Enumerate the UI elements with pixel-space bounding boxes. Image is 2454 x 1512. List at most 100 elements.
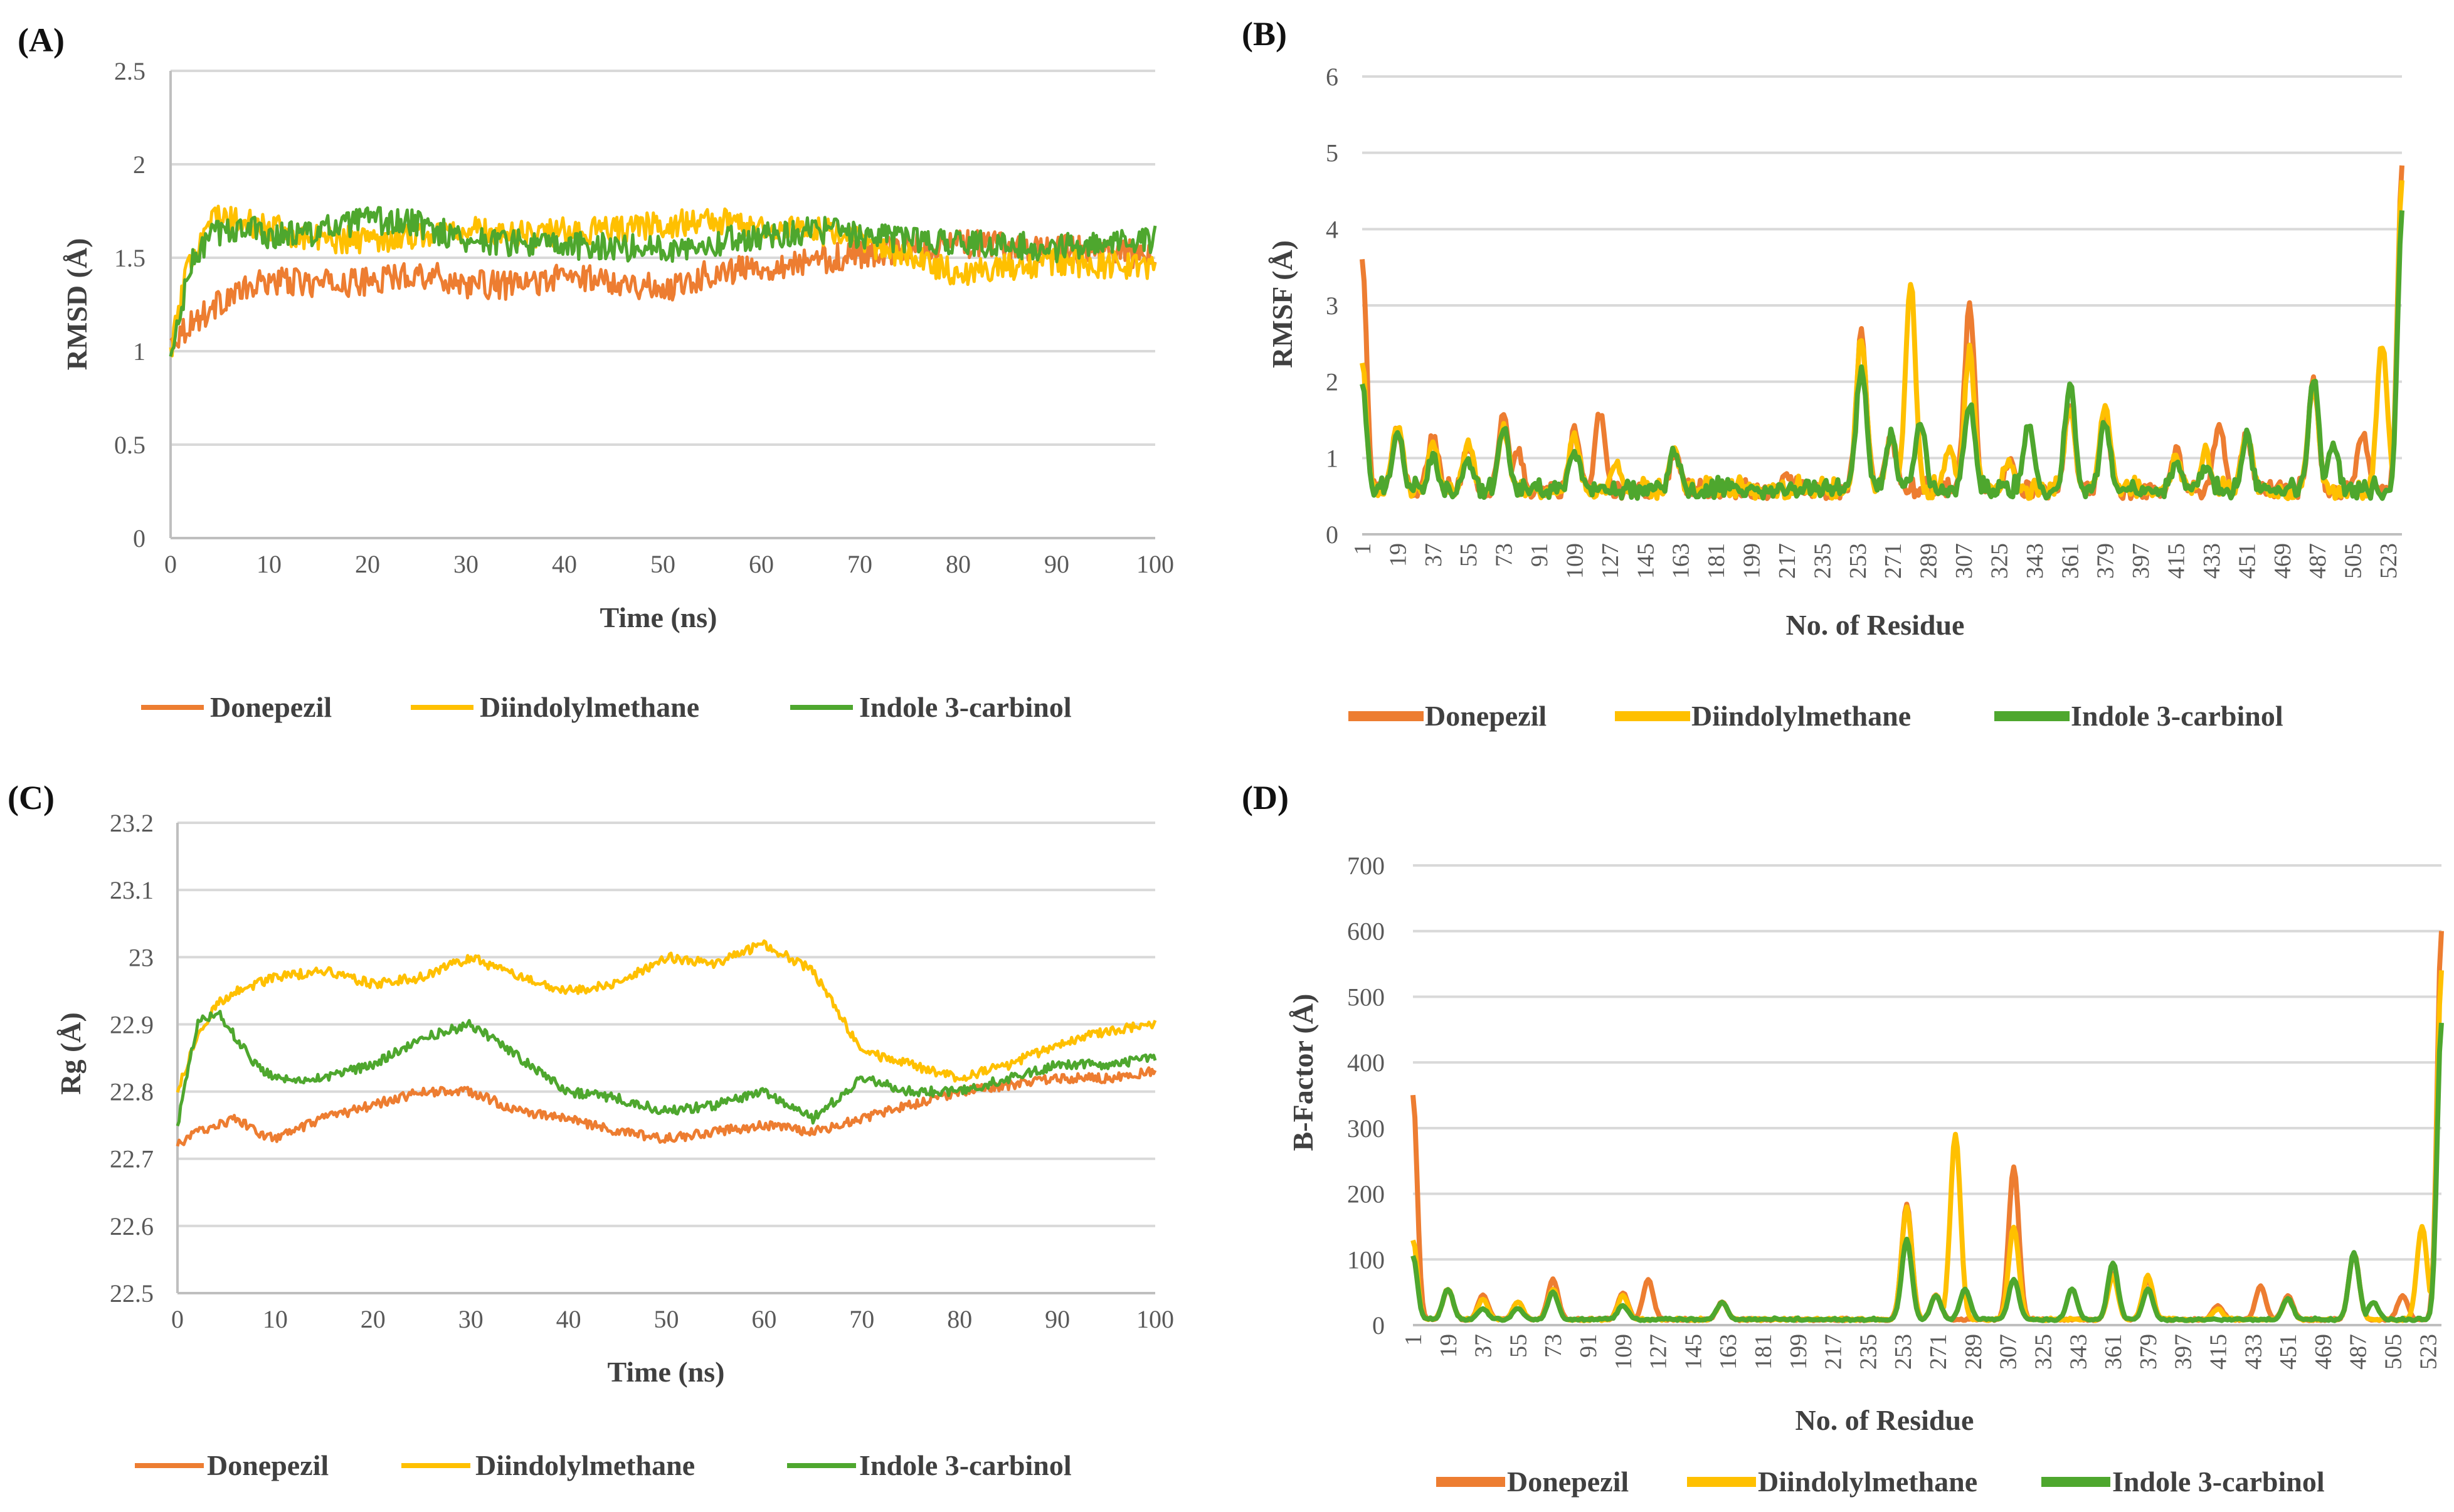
x-tick-label: 379 (2135, 1334, 2162, 1370)
panel-d-x-axis-title: No. of Residue (1796, 1404, 1974, 1436)
x-tick-label: 73 (1491, 543, 1518, 567)
x-tick-label: 55 (1456, 543, 1482, 567)
x-tick-label: 199 (1739, 543, 1765, 579)
x-tick-label: 91 (1526, 543, 1553, 567)
panel-c-y-axis-title: Rg (Å) (55, 1012, 87, 1095)
x-tick-label: 181 (1703, 543, 1730, 579)
y-tick-label: 2 (133, 151, 145, 179)
x-tick-label: 1 (1400, 1334, 1427, 1346)
series-line-diindolylmethane (176, 939, 1157, 1093)
y-tick-label: 1.5 (114, 244, 145, 272)
x-tick-label: 325 (2030, 1334, 2056, 1370)
x-tick-label: 289 (1960, 1334, 1987, 1370)
panel-d-y-axis-title: B-Factor (Å) (1287, 994, 1319, 1151)
x-tick-label: 0 (164, 550, 177, 578)
x-tick-label: 235 (1809, 543, 1836, 579)
x-tick-label: 253 (1890, 1334, 1917, 1370)
x-tick-label: 40 (552, 550, 577, 578)
panel-c-legend-indole3carbinol: Indole 3-carbinol (859, 1449, 1072, 1481)
x-tick-label: 70 (847, 550, 872, 578)
series-line-indole3carbinol (1360, 210, 2404, 501)
x-tick-label: 271 (1925, 1334, 1952, 1370)
x-tick-label: 37 (1420, 543, 1447, 567)
x-tick-label: 487 (2305, 543, 2331, 579)
panel-c-legend-donepezil: Donepezil (207, 1449, 329, 1481)
x-tick-label: 60 (749, 550, 774, 578)
y-tick-label: 1 (133, 337, 145, 366)
x-tick-label: 19 (1385, 543, 1411, 567)
panel-b-label: (B) (1242, 15, 1287, 53)
x-tick-label: 60 (751, 1305, 776, 1333)
x-tick-label: 397 (2171, 1334, 2197, 1370)
y-tick-label: 3 (1326, 292, 1338, 320)
x-tick-label: 163 (1715, 1334, 1742, 1370)
y-tick-label: 0.5 (114, 431, 145, 459)
panel-a-x-axis-title: Time (ns) (600, 601, 717, 633)
x-tick-label: 127 (1646, 1334, 1672, 1370)
series-line-diindolylmethane (169, 204, 1157, 357)
x-tick-label: 289 (1916, 543, 1942, 579)
series-line-indole3carbinol (176, 1010, 1157, 1127)
y-tick-label: 2 (1326, 368, 1338, 396)
x-tick-label: 20 (355, 550, 380, 578)
y-tick-label: 23 (129, 943, 154, 971)
x-tick-label: 181 (1750, 1334, 1777, 1370)
x-tick-label: 20 (361, 1305, 386, 1333)
x-tick-label: 50 (654, 1305, 679, 1333)
x-tick-label: 145 (1632, 543, 1659, 579)
x-tick-label: 199 (1785, 1334, 1812, 1370)
x-tick-label: 163 (1668, 543, 1695, 579)
x-tick-label: 271 (1880, 543, 1907, 579)
x-tick-label: 397 (2128, 543, 2154, 579)
y-tick-label: 1 (1326, 444, 1338, 472)
y-tick-label: 0 (1372, 1311, 1385, 1340)
y-tick-label: 23.1 (110, 876, 154, 904)
x-tick-label: 109 (1610, 1334, 1637, 1370)
x-tick-label: 109 (1562, 543, 1588, 579)
series-line-indole3carbinol (1410, 1022, 2444, 1323)
y-tick-label: 4 (1326, 215, 1338, 243)
x-tick-label: 361 (2100, 1334, 2127, 1370)
x-tick-label: 80 (947, 1305, 972, 1333)
x-tick-label: 90 (1045, 1305, 1070, 1333)
x-tick-label: 415 (2164, 543, 2190, 579)
x-tick-label: 469 (2270, 543, 2296, 579)
x-tick-label: 343 (2065, 1334, 2092, 1370)
x-tick-label: 433 (2199, 543, 2225, 579)
y-tick-label: 22.5 (110, 1279, 154, 1308)
panel-d-label: (D) (1242, 779, 1289, 817)
x-tick-label: 100 (1136, 550, 1174, 578)
x-tick-label: 0 (171, 1305, 184, 1333)
panel-b-x-axis-title: No. of Residue (1786, 609, 1965, 641)
y-tick-label: 400 (1347, 1049, 1385, 1077)
y-tick-label: 0 (133, 524, 145, 552)
x-tick-label: 523 (2376, 543, 2402, 579)
x-tick-label: 235 (1855, 1334, 1881, 1370)
x-tick-label: 487 (2346, 1334, 2372, 1370)
x-tick-label: 50 (650, 550, 675, 578)
y-tick-label: 500 (1347, 983, 1385, 1011)
y-tick-label: 2.5 (114, 57, 145, 85)
y-tick-label: 23.2 (110, 809, 154, 837)
x-tick-label: 361 (2057, 543, 2083, 579)
panel-a-legend-donepezil: Donepezil (210, 691, 332, 723)
y-tick-label: 5 (1326, 139, 1338, 167)
panel-c-label: (C) (8, 779, 55, 817)
x-tick-label: 217 (1774, 543, 1801, 579)
y-tick-label: 300 (1347, 1114, 1385, 1143)
y-tick-label: 22.6 (110, 1212, 154, 1240)
x-tick-label: 73 (1540, 1334, 1567, 1358)
x-tick-label: 80 (946, 550, 971, 578)
x-tick-label: 145 (1680, 1334, 1706, 1370)
x-tick-label: 505 (2340, 543, 2367, 579)
panel-c-rg-chart: (C) 22.5 22.6 22.7 22.8 22.9 23 23.1 23.2 0 10 20 3… (8, 779, 1174, 1481)
y-tick-label: 6 (1326, 63, 1338, 91)
panel-d-legend-donepezil: Donepezil (1507, 1466, 1629, 1498)
x-tick-label: 37 (1471, 1334, 1497, 1358)
x-tick-label: 325 (1986, 543, 2012, 579)
panel-a-legend-diindolylmethane: Diindolylmethane (480, 691, 699, 723)
panel-d-bfactor-chart: (D) 0 100 200 300 400 500 600 700 1 19 37 55 73 91 109… (1242, 779, 2444, 1498)
y-tick-label: 600 (1347, 917, 1385, 946)
panel-a-y-axis-title: RMSD (Å) (61, 238, 93, 371)
